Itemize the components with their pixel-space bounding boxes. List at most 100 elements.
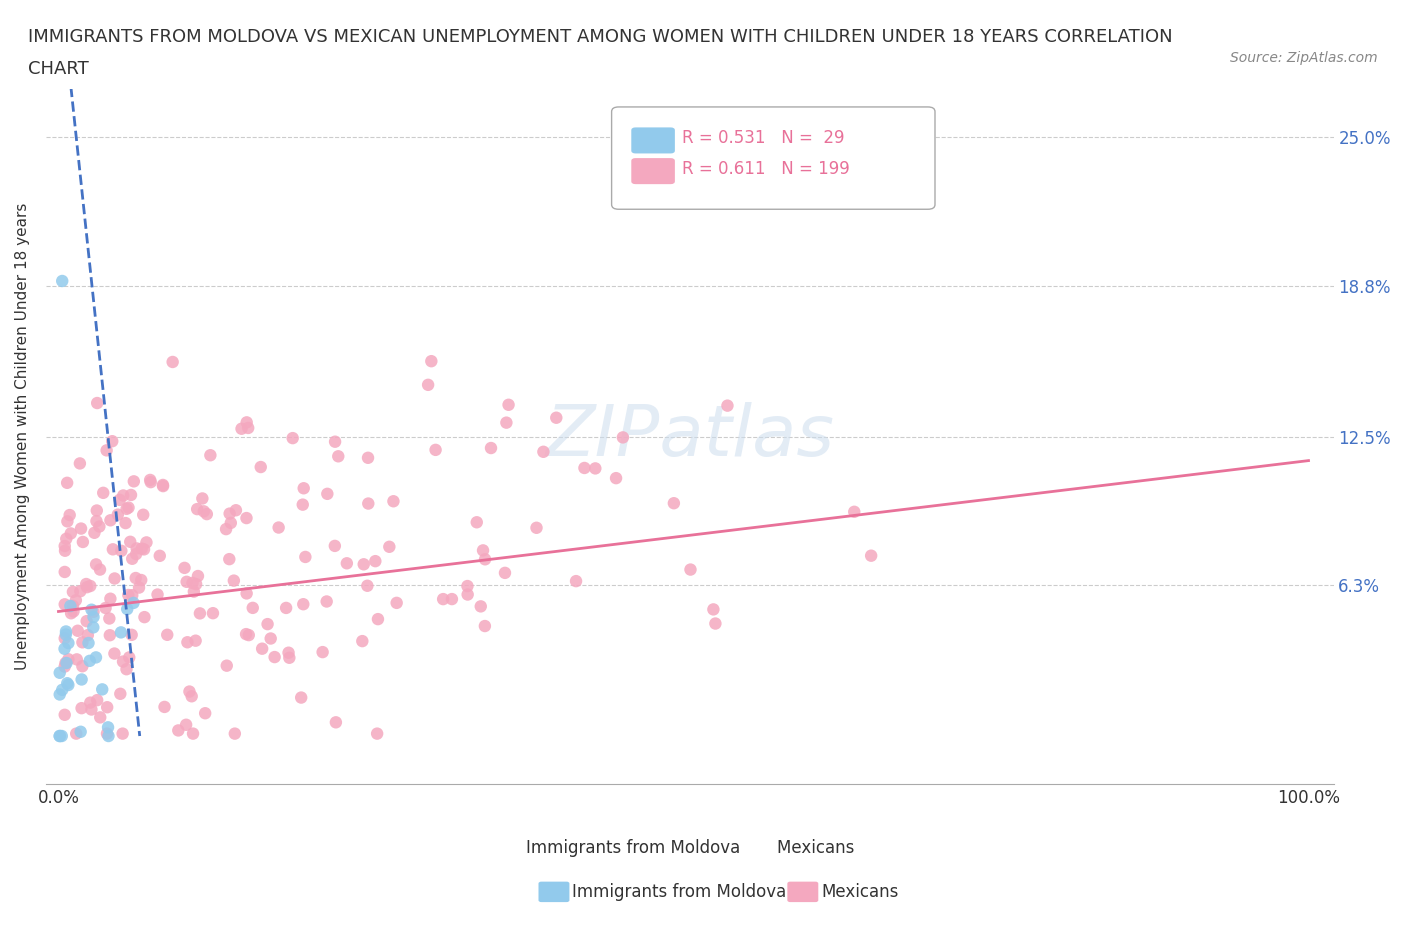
Point (184, 577, 207, 591)
Point (367, 612, 389, 627)
Point (115, 602, 138, 617)
Point (704, 616, 727, 631)
Point (292, 481, 315, 496)
Point (276, 601, 298, 616)
Point (55, 531, 77, 546)
Point (565, 574, 588, 589)
Point (59, 599, 82, 614)
Point (131, 541, 153, 556)
Point (53, 538, 76, 553)
Point (292, 597, 315, 612)
Point (531, 445, 554, 459)
Point (101, 542, 124, 557)
Point (662, 496, 685, 511)
Point (353, 557, 375, 572)
Text: Immigrants from Moldova       Mexicans: Immigrants from Moldova Mexicans (526, 840, 853, 857)
Point (844, 504, 866, 519)
Point (86, 513, 108, 528)
Point (94, 601, 117, 616)
Point (184, 633, 207, 648)
Point (60, 605, 83, 620)
Point (186, 501, 208, 516)
Point (51, 273, 73, 288)
Point (173, 561, 195, 576)
Point (432, 591, 454, 606)
Point (139, 474, 162, 489)
Point (716, 398, 738, 413)
Point (315, 594, 337, 609)
Point (215, 658, 238, 673)
Point (72, 658, 94, 673)
Point (115, 501, 138, 516)
Point (107, 507, 129, 522)
Point (115, 662, 138, 677)
Point (311, 644, 333, 659)
Point (495, 415, 517, 430)
Point (56, 514, 79, 529)
Point (357, 496, 380, 511)
Point (72, 635, 94, 650)
Point (191, 491, 214, 506)
Point (118, 650, 141, 665)
Point (84, 557, 107, 572)
Point (70, 700, 93, 715)
Point (62, 599, 84, 614)
Point (323, 538, 346, 553)
Point (108, 492, 131, 507)
Point (235, 627, 257, 642)
Point (180, 689, 202, 704)
Point (181, 576, 204, 591)
Point (526, 521, 548, 536)
Point (84, 650, 107, 665)
Point (96, 443, 118, 458)
Point (281, 431, 304, 445)
Point (89, 710, 111, 724)
Y-axis label: Unemployment Among Women with Children Under 18 years: Unemployment Among Women with Children U… (15, 203, 30, 671)
Point (125, 571, 148, 586)
Point (98, 611, 121, 626)
Point (194, 706, 217, 721)
Point (135, 535, 157, 550)
Point (357, 450, 380, 465)
Point (250, 642, 273, 657)
Point (58, 678, 80, 693)
Point (110, 625, 132, 640)
Point (183, 584, 205, 599)
Point (100, 591, 122, 606)
Point (83, 604, 105, 619)
Point (364, 553, 387, 568)
Point (139, 472, 162, 487)
Point (120, 487, 142, 502)
Point (352, 633, 374, 648)
Point (195, 507, 218, 522)
Point (80, 702, 103, 717)
Point (440, 591, 463, 606)
Point (112, 488, 135, 503)
Point (89, 562, 111, 577)
Point (76, 614, 98, 629)
Point (128, 580, 150, 595)
Point (420, 353, 443, 368)
Point (132, 508, 155, 523)
Point (152, 477, 174, 492)
Point (48, 687, 70, 702)
Point (100, 512, 122, 527)
Point (82, 620, 104, 635)
Point (224, 726, 246, 741)
Point (121, 551, 143, 566)
Point (200, 447, 222, 462)
Point (65, 726, 87, 741)
Point (55, 627, 77, 642)
Point (167, 723, 190, 737)
Point (574, 460, 596, 475)
Point (356, 578, 378, 593)
Point (48, 665, 70, 680)
Point (260, 631, 283, 646)
Point (48, 728, 70, 743)
Point (83, 525, 105, 540)
Point (235, 586, 257, 601)
Point (291, 498, 314, 512)
Point (70, 672, 93, 687)
Point (366, 726, 388, 741)
Text: R = 0.611   N = 199: R = 0.611 N = 199 (682, 160, 849, 179)
